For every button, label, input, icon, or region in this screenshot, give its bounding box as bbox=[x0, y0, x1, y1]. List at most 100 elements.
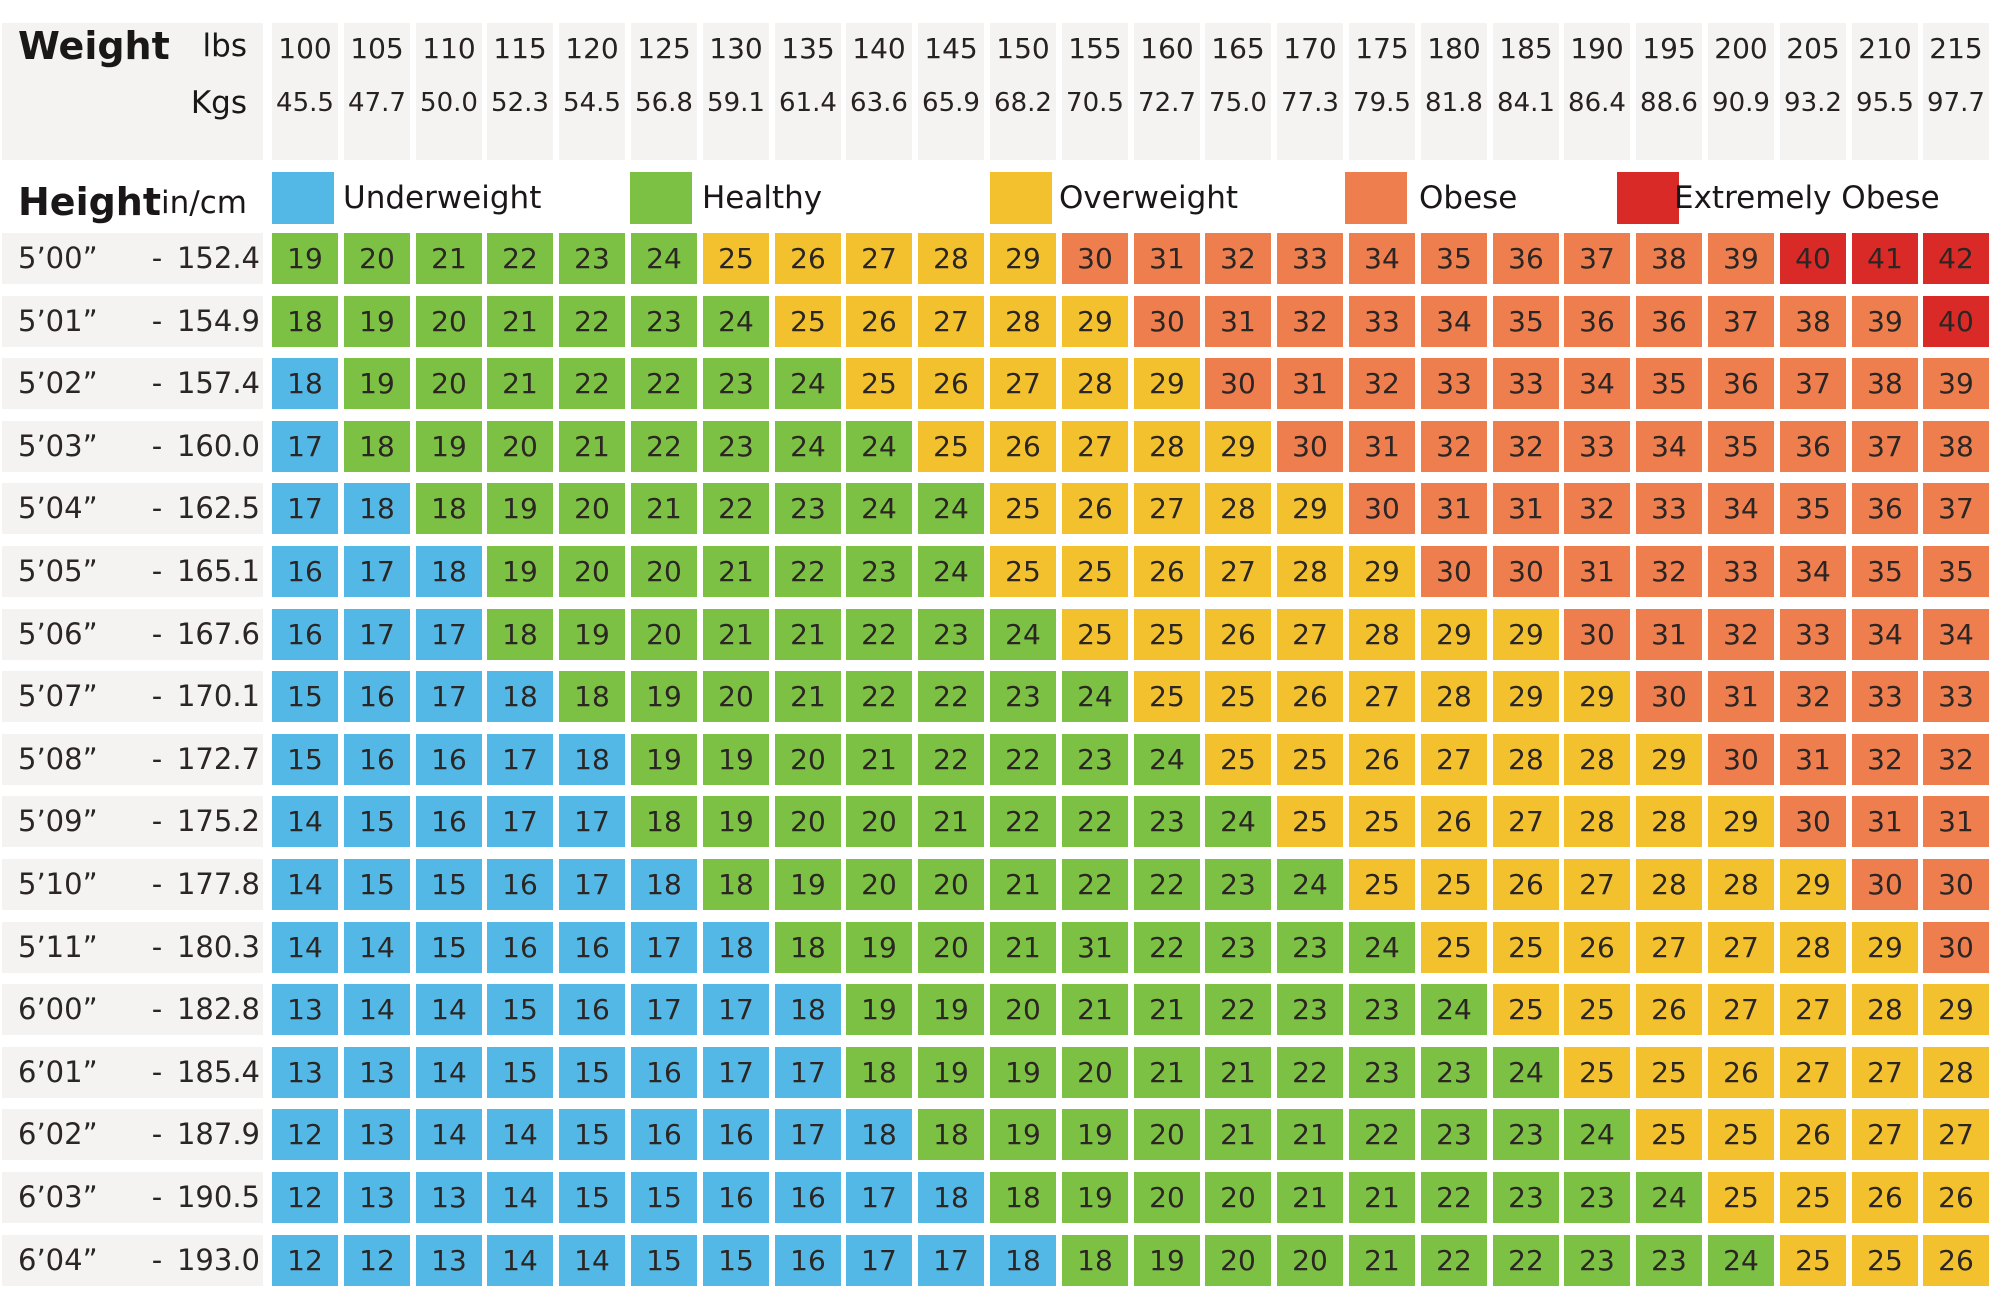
bmi-cell: 32 bbox=[1564, 483, 1630, 534]
height-cm-label: 185.4 bbox=[176, 1055, 260, 1089]
weight-kgs-value: 56.8 bbox=[635, 88, 693, 118]
height-cm-label: 175.2 bbox=[176, 804, 260, 838]
bmi-cell: 35 bbox=[1421, 233, 1487, 284]
bmi-cell: 18 bbox=[703, 922, 769, 973]
height-feet-label: 5’09” bbox=[18, 804, 98, 838]
bmi-cell: 35 bbox=[1780, 483, 1846, 534]
bmi-cell: 17 bbox=[846, 1235, 912, 1286]
weight-column-stripe bbox=[1421, 23, 1487, 160]
bmi-cell: 30 bbox=[1349, 483, 1415, 534]
bmi-cell: 21 bbox=[775, 609, 841, 660]
height-row-stripe bbox=[2, 421, 263, 472]
bmi-cell: 28 bbox=[1636, 859, 1702, 910]
bmi-cell: 27 bbox=[1780, 1047, 1846, 1098]
weight-lbs-value: 165 bbox=[1211, 32, 1265, 65]
bmi-cell: 31 bbox=[1205, 296, 1271, 347]
bmi-cell: 31 bbox=[1852, 796, 1918, 847]
weight-lbs-value: 175 bbox=[1355, 32, 1409, 65]
bmi-cell: 19 bbox=[703, 796, 769, 847]
weight-kgs-value: 61.4 bbox=[779, 88, 837, 118]
bmi-cell: 20 bbox=[846, 796, 912, 847]
height-cm-label: 162.5 bbox=[176, 491, 260, 525]
weight-column-stripe bbox=[487, 23, 553, 160]
height-row-stripe bbox=[2, 984, 263, 1035]
bmi-cell: 18 bbox=[775, 922, 841, 973]
bmi-cell: 33 bbox=[1277, 233, 1343, 284]
bmi-cell: 18 bbox=[559, 734, 625, 785]
weight-column-stripe bbox=[344, 23, 410, 160]
bmi-cell: 21 bbox=[990, 922, 1056, 973]
bmi-cell: 20 bbox=[416, 296, 482, 347]
weight-column-stripe bbox=[1062, 23, 1128, 160]
bmi-cell: 17 bbox=[775, 1109, 841, 1160]
bmi-cell: 31 bbox=[1349, 421, 1415, 472]
height-separator: - bbox=[151, 1180, 163, 1214]
bmi-cell: 20 bbox=[487, 421, 553, 472]
bmi-cell: 35 bbox=[1708, 421, 1774, 472]
weight-lbs-value: 185 bbox=[1499, 32, 1553, 65]
weight-lbs-value: 150 bbox=[996, 32, 1050, 65]
bmi-cell: 23 bbox=[1205, 859, 1271, 910]
bmi-cell: 22 bbox=[559, 358, 625, 409]
bmi-cell: 26 bbox=[1923, 1172, 1989, 1223]
bmi-cell: 25 bbox=[1636, 1109, 1702, 1160]
bmi-cell: 24 bbox=[775, 421, 841, 472]
bmi-cell: 18 bbox=[918, 1109, 984, 1160]
bmi-cell: 32 bbox=[1636, 546, 1702, 597]
bmi-cell: 15 bbox=[344, 859, 410, 910]
bmi-cell: 29 bbox=[1708, 796, 1774, 847]
bmi-cell: 13 bbox=[272, 984, 338, 1035]
bmi-cell: 18 bbox=[559, 671, 625, 722]
bmi-cell: 21 bbox=[1277, 1109, 1343, 1160]
bmi-cell: 18 bbox=[990, 1235, 1056, 1286]
bmi-cell: 21 bbox=[846, 734, 912, 785]
height-feet-label: 5’06” bbox=[18, 617, 98, 651]
height-feet-label: 6’01” bbox=[18, 1055, 98, 1089]
bmi-cell: 29 bbox=[1493, 609, 1559, 660]
bmi-cell: 23 bbox=[1349, 1047, 1415, 1098]
height-separator: - bbox=[151, 930, 163, 964]
bmi-cell: 26 bbox=[846, 296, 912, 347]
bmi-cell: 17 bbox=[703, 984, 769, 1035]
bmi-cell: 15 bbox=[344, 796, 410, 847]
bmi-cell: 34 bbox=[1780, 546, 1846, 597]
bmi-cell: 25 bbox=[846, 358, 912, 409]
bmi-cell: 28 bbox=[1852, 984, 1918, 1035]
bmi-cell: 18 bbox=[487, 671, 553, 722]
bmi-cell: 39 bbox=[1923, 358, 1989, 409]
bmi-cell: 22 bbox=[1349, 1109, 1415, 1160]
weight-column-stripe bbox=[1277, 23, 1343, 160]
bmi-cell: 27 bbox=[1780, 984, 1846, 1035]
bmi-cell: 20 bbox=[631, 609, 697, 660]
bmi-cell: 15 bbox=[272, 671, 338, 722]
weight-column-stripe bbox=[1564, 23, 1630, 160]
bmi-cell: 35 bbox=[1923, 546, 1989, 597]
bmi-cell: 16 bbox=[487, 859, 553, 910]
bmi-cell: 28 bbox=[1564, 796, 1630, 847]
bmi-cell: 16 bbox=[344, 671, 410, 722]
bmi-cell: 20 bbox=[1205, 1235, 1271, 1286]
bmi-cell: 34 bbox=[1852, 609, 1918, 660]
bmi-cell: 20 bbox=[416, 358, 482, 409]
bmi-cell: 17 bbox=[631, 922, 697, 973]
bmi-cell: 33 bbox=[1493, 358, 1559, 409]
bmi-cell: 22 bbox=[846, 671, 912, 722]
bmi-cell: 25 bbox=[1277, 734, 1343, 785]
bmi-cell: 25 bbox=[1564, 1047, 1630, 1098]
bmi-cell: 23 bbox=[1421, 1047, 1487, 1098]
bmi-cell: 25 bbox=[1349, 796, 1415, 847]
bmi-cell: 25 bbox=[775, 296, 841, 347]
bmi-cell: 26 bbox=[1277, 671, 1343, 722]
bmi-cell: 28 bbox=[1493, 734, 1559, 785]
bmi-cell: 21 bbox=[416, 233, 482, 284]
bmi-cell: 20 bbox=[1134, 1109, 1200, 1160]
weight-column-stripe bbox=[846, 23, 912, 160]
bmi-cell: 21 bbox=[1134, 984, 1200, 1035]
bmi-cell: 24 bbox=[918, 546, 984, 597]
bmi-cell: 23 bbox=[846, 546, 912, 597]
bmi-cell: 20 bbox=[1134, 1172, 1200, 1223]
bmi-cell: 14 bbox=[487, 1172, 553, 1223]
height-row-stripe bbox=[2, 671, 263, 722]
weight-column-stripe bbox=[1636, 23, 1702, 160]
height-row-stripe bbox=[2, 1047, 263, 1098]
